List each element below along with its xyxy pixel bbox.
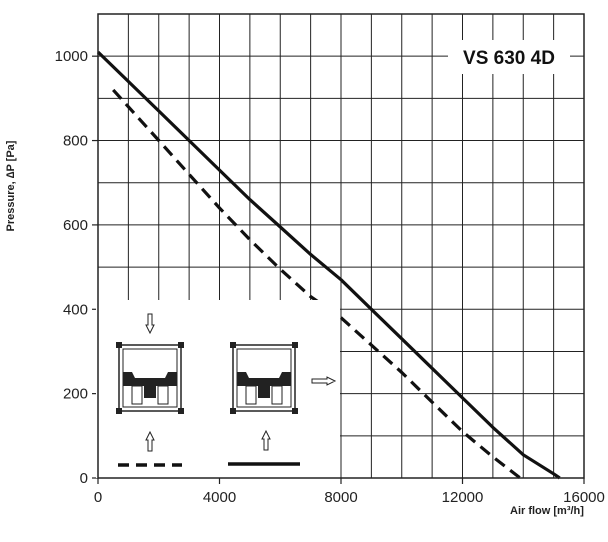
- x-axis-title: Air flow [m³/h]: [510, 505, 584, 517]
- x-tick-label: 8000: [324, 489, 357, 506]
- plot-frame: [97, 13, 585, 479]
- y-tick-label: 600: [63, 217, 88, 234]
- y-axis-ticks: 0 200 400 600 800 1000: [55, 48, 98, 487]
- y-tick-label: 800: [63, 133, 88, 150]
- unit-vertical-illustration: [230, 342, 337, 451]
- model-label-background: [448, 40, 570, 74]
- y-tick-label: 200: [63, 386, 88, 403]
- x-tick-label: 0: [94, 489, 102, 506]
- unit-horizontal-illustration: [116, 313, 184, 452]
- y-tick-label: 0: [80, 470, 88, 487]
- y-tick-label: 400: [63, 301, 88, 318]
- series-line-dashed: [112, 88, 522, 480]
- installation-inset: [96, 300, 340, 478]
- chart-grid: [98, 14, 584, 478]
- y-axis-title: Pressure, ∆P [Pa]: [5, 140, 17, 231]
- chart-title: VS 630 4D: [463, 48, 555, 69]
- series-line-solid: [96, 50, 561, 480]
- model-label-box: VS 630 4D: [448, 40, 570, 74]
- y-tick-label: 1000: [55, 48, 88, 65]
- x-axis-ticks: 0 4000 8000 12000 16000: [94, 478, 605, 506]
- x-tick-label: 12000: [442, 489, 484, 506]
- chart-series: [96, 50, 561, 480]
- x-tick-label: 4000: [203, 489, 236, 506]
- x-tick-label: 16000: [563, 489, 605, 506]
